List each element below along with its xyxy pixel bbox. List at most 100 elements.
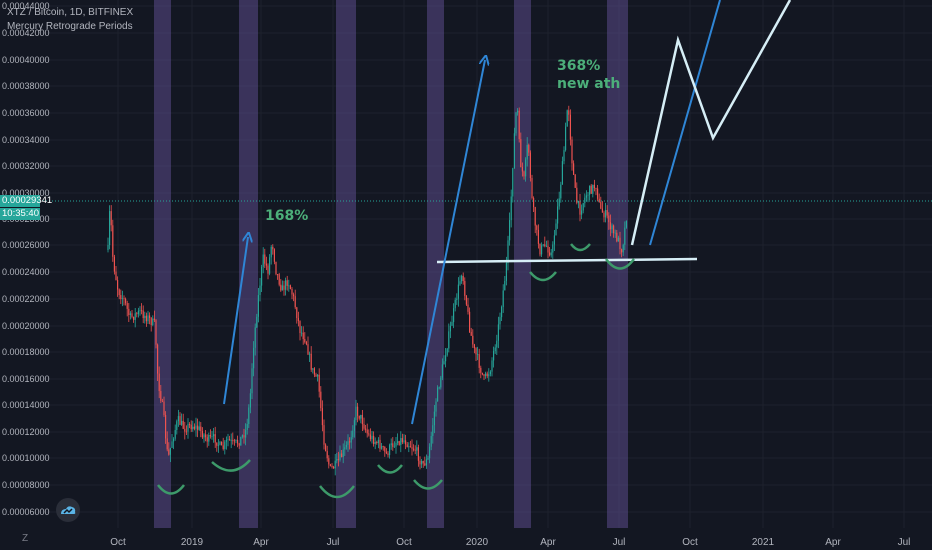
price-axis: 0.00006000 0.00008000 0.00010000 0.00012000… bbox=[2, 1, 50, 517]
candle bbox=[517, 108, 519, 116]
candle bbox=[549, 246, 551, 257]
candle bbox=[480, 365, 482, 379]
candle bbox=[496, 334, 498, 356]
candle bbox=[205, 429, 207, 442]
candle bbox=[152, 315, 154, 327]
candle bbox=[129, 311, 131, 320]
candle bbox=[529, 150, 531, 182]
candle bbox=[518, 107, 520, 143]
candle bbox=[189, 422, 191, 429]
candle bbox=[445, 347, 447, 368]
candle bbox=[243, 428, 245, 444]
time-tick-label: 2020 bbox=[466, 537, 489, 548]
candle bbox=[161, 398, 163, 403]
timezone-button[interactable]: Z bbox=[22, 533, 29, 544]
candle bbox=[261, 264, 263, 292]
candle bbox=[392, 437, 394, 451]
candle bbox=[611, 223, 613, 234]
candle bbox=[624, 221, 626, 251]
arrow-up-3[interactable] bbox=[649, 0, 721, 246]
cup-marker bbox=[413, 479, 443, 490]
candle bbox=[227, 433, 229, 447]
candle bbox=[133, 316, 135, 323]
candle bbox=[109, 205, 111, 250]
candle bbox=[214, 426, 216, 448]
candle bbox=[467, 297, 469, 315]
support-line[interactable] bbox=[436, 257, 698, 264]
candle bbox=[195, 417, 197, 437]
projection-path[interactable] bbox=[630, 0, 792, 246]
candle bbox=[267, 263, 269, 280]
candle bbox=[249, 388, 251, 414]
candle bbox=[470, 327, 472, 336]
candle bbox=[280, 279, 282, 292]
price-tick-label: 0.00036000 bbox=[2, 108, 50, 118]
candle bbox=[147, 310, 149, 325]
candle bbox=[533, 196, 535, 213]
candle bbox=[504, 276, 506, 291]
candle bbox=[302, 326, 304, 345]
candle bbox=[451, 315, 453, 326]
candle bbox=[536, 224, 538, 236]
candle bbox=[110, 205, 112, 232]
price-tick-label: 0.00020000 bbox=[2, 321, 50, 331]
candle bbox=[409, 440, 411, 448]
study-title[interactable]: Mercury Retrograde Periods bbox=[7, 21, 133, 32]
candle bbox=[398, 440, 400, 446]
candle bbox=[310, 346, 312, 372]
candle bbox=[453, 303, 455, 329]
candle bbox=[326, 445, 328, 462]
candle bbox=[206, 434, 208, 448]
candle bbox=[225, 436, 227, 450]
candle bbox=[560, 181, 562, 203]
chart-legend[interactable]: XTZ / Bitcoin, 1D, BITFINEX Mercury Retr… bbox=[7, 6, 133, 34]
candle bbox=[198, 421, 200, 431]
symbol-title[interactable]: XTZ / Bitcoin, 1D, BITFINEX bbox=[7, 7, 134, 18]
retrograde-band bbox=[239, 0, 258, 528]
candle bbox=[163, 396, 165, 417]
candle bbox=[251, 363, 253, 400]
candle bbox=[574, 173, 576, 189]
candle bbox=[125, 297, 127, 306]
candle bbox=[462, 272, 464, 285]
candle bbox=[472, 329, 474, 348]
candle bbox=[565, 122, 567, 152]
candle bbox=[121, 290, 123, 307]
candle bbox=[446, 347, 448, 357]
candle bbox=[534, 206, 536, 234]
candle bbox=[304, 332, 306, 344]
candle bbox=[461, 274, 463, 284]
candle bbox=[625, 220, 627, 229]
candle bbox=[334, 453, 336, 476]
candle bbox=[584, 193, 586, 208]
candle bbox=[165, 411, 167, 444]
gain-label-168: 168% bbox=[265, 208, 308, 224]
time-tick-label: Jul bbox=[327, 537, 340, 548]
retrograde-band bbox=[336, 0, 356, 528]
gain-label-368: 368% bbox=[557, 58, 600, 74]
candle bbox=[336, 452, 338, 464]
candle bbox=[414, 445, 416, 455]
candle bbox=[141, 303, 143, 315]
candle bbox=[587, 192, 589, 203]
candle bbox=[429, 443, 431, 464]
candle bbox=[193, 423, 195, 431]
arrow-up-1[interactable] bbox=[223, 237, 248, 405]
candle bbox=[318, 368, 320, 398]
candle bbox=[421, 459, 423, 468]
candle bbox=[305, 340, 307, 346]
candle bbox=[408, 442, 410, 453]
bar-countdown-tag: 10:35:40 bbox=[0, 208, 40, 220]
arrow-up-2[interactable] bbox=[411, 60, 485, 425]
candle bbox=[128, 303, 130, 322]
tradingview-logo-icon[interactable] bbox=[56, 498, 80, 522]
candle bbox=[185, 425, 187, 435]
candle bbox=[283, 280, 285, 296]
candle bbox=[371, 430, 373, 444]
candle bbox=[427, 455, 429, 460]
time-tick-label: Oct bbox=[110, 537, 126, 548]
candle bbox=[600, 196, 602, 210]
candle bbox=[621, 248, 623, 258]
candle bbox=[350, 430, 352, 449]
